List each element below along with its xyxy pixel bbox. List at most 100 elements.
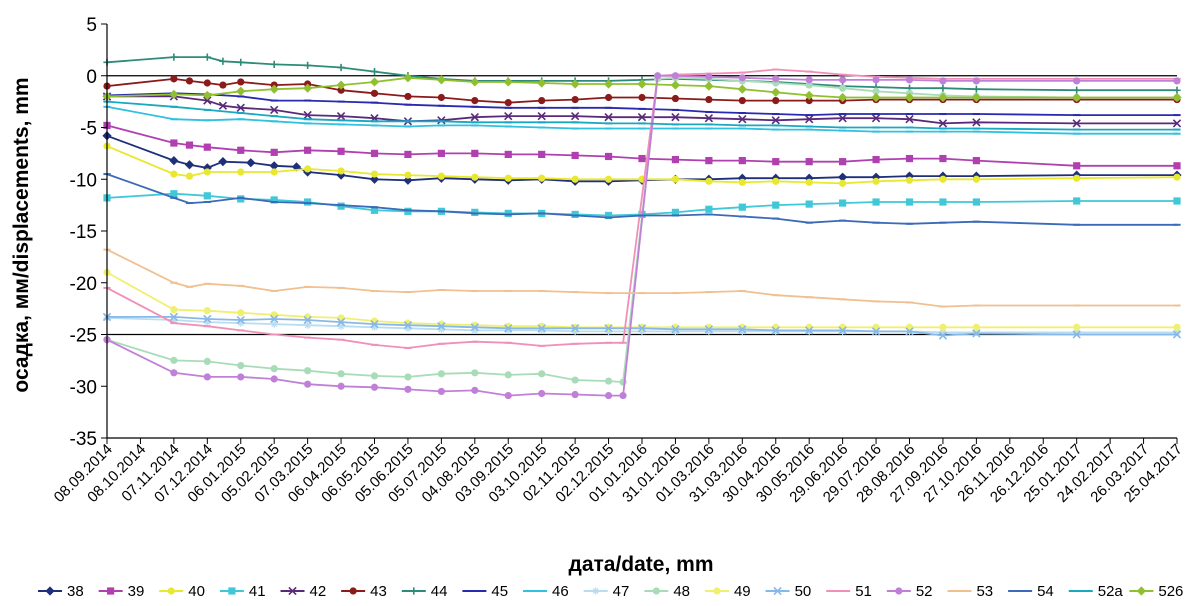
data-point <box>604 211 613 220</box>
data-point <box>871 114 881 123</box>
data-point <box>771 326 780 335</box>
series-53 <box>103 248 1181 308</box>
data-point <box>203 168 211 176</box>
data-point <box>236 315 245 325</box>
legend-item-44: 44 <box>401 583 448 600</box>
data-point <box>336 80 346 90</box>
data-point <box>604 152 613 161</box>
legend-marker <box>1136 586 1146 596</box>
data-point <box>772 75 780 83</box>
data-point <box>619 391 627 400</box>
legend-label: 38 <box>67 583 84 600</box>
data-point <box>203 143 211 151</box>
data-point <box>905 327 914 336</box>
data-point <box>705 73 713 81</box>
data-point <box>938 331 948 340</box>
data-point <box>571 175 579 183</box>
data-point <box>236 103 245 113</box>
legend-label: 44 <box>431 583 448 600</box>
y-tick-label: -15 <box>70 222 97 243</box>
series-45 <box>103 92 1181 117</box>
legend-label: 50 <box>795 583 812 600</box>
data-point <box>203 96 212 105</box>
data-point <box>538 370 546 378</box>
data-point <box>571 151 579 160</box>
data-point <box>370 68 379 76</box>
data-point <box>218 101 228 110</box>
data-point <box>604 175 613 183</box>
legend-item-52a: 52a <box>1068 583 1123 600</box>
data-point <box>203 357 211 366</box>
y-tick-label: 5 <box>86 15 97 36</box>
data-point <box>671 325 680 334</box>
data-point <box>537 324 546 333</box>
data-point <box>471 149 479 157</box>
data-point <box>503 77 513 87</box>
data-point <box>1072 330 1081 339</box>
data-point <box>972 85 980 93</box>
x-axis-title: дата/date, mm <box>568 553 713 576</box>
legend-label: 54 <box>1037 583 1054 600</box>
data-point <box>237 373 245 381</box>
data-point <box>604 391 613 400</box>
data-point <box>437 322 446 331</box>
data-point <box>972 77 980 85</box>
data-point <box>1173 197 1181 205</box>
legend-item-39: 39 <box>98 583 144 600</box>
data-point <box>671 208 680 216</box>
data-point <box>370 383 379 391</box>
data-point <box>905 198 914 206</box>
legend-item-40: 40 <box>159 583 205 600</box>
series-46 <box>103 105 1181 135</box>
data-point <box>337 370 345 378</box>
data-point <box>972 118 981 127</box>
data-point <box>504 371 512 379</box>
data-point <box>337 382 345 390</box>
data-point <box>872 177 880 185</box>
legend-item-51: 51 <box>826 583 872 600</box>
data-point <box>437 370 445 378</box>
axis-layer: 50-5-10-15-20-25-30-3508.09.201408.10.20… <box>51 15 1186 506</box>
data-point <box>638 327 646 335</box>
data-point <box>538 174 546 182</box>
data-point <box>170 139 178 147</box>
data-point <box>337 63 345 72</box>
data-point <box>772 96 780 105</box>
data-point <box>705 95 713 104</box>
data-point <box>304 380 312 388</box>
data-point <box>538 96 546 105</box>
data-point <box>470 323 479 332</box>
data-point <box>1073 86 1081 94</box>
data-point <box>1073 328 1081 337</box>
data-point <box>738 203 746 211</box>
data-point <box>1073 174 1081 182</box>
data-point <box>1073 162 1081 170</box>
legend-label: 47 <box>613 583 630 600</box>
series-line-49 <box>106 271 1177 329</box>
data-point <box>237 168 245 176</box>
data-point <box>270 168 278 176</box>
data-point <box>337 167 345 175</box>
data-point <box>571 95 579 104</box>
data-point <box>303 110 312 120</box>
data-point <box>939 154 947 163</box>
legend-label: 45 <box>491 583 508 600</box>
data-point <box>404 92 412 101</box>
data-point <box>404 324 412 332</box>
data-point <box>170 369 178 377</box>
data-point <box>839 76 847 84</box>
data-point <box>337 147 345 155</box>
data-point <box>471 326 479 334</box>
legend-item-52: 52 <box>886 583 933 600</box>
data-point <box>337 202 345 210</box>
legend-item-54: 54 <box>1008 583 1054 600</box>
data-point <box>738 115 747 124</box>
data-point <box>1072 119 1081 128</box>
data-point <box>805 96 813 105</box>
legend-label: 526 <box>1158 583 1183 600</box>
data-point <box>972 157 980 165</box>
data-point <box>337 86 345 94</box>
legend-label: 43 <box>370 583 387 600</box>
series-line-526 <box>106 76 1177 99</box>
data-point <box>370 372 379 380</box>
